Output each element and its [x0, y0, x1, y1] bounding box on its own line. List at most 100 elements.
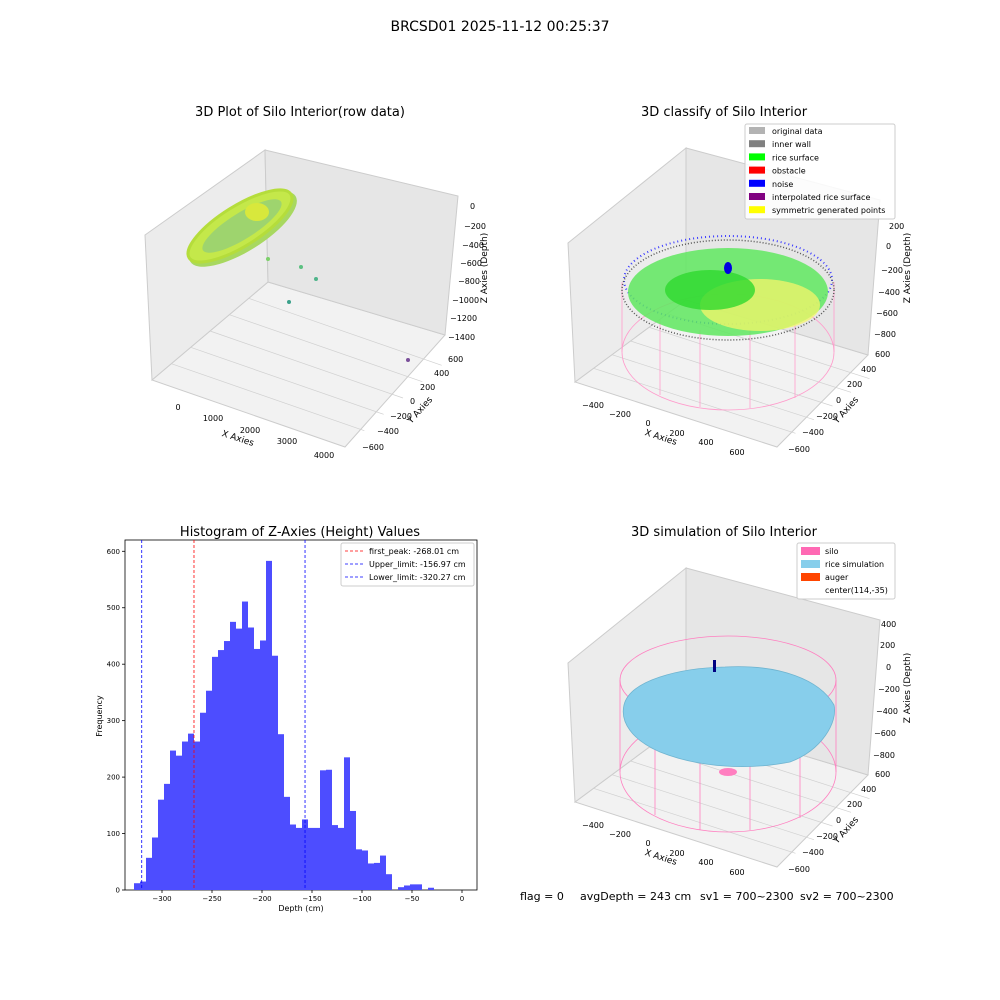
histogram-bar	[176, 755, 182, 890]
x-ticks: −300 −250 −200 −150 −100 −50 0	[152, 890, 464, 903]
z-tick-label: −600	[460, 259, 482, 268]
y-tick-label: 400	[861, 785, 876, 794]
legend-label: center(114,-35)	[825, 586, 888, 595]
histogram-bar	[410, 884, 416, 890]
legend-label: inner wall	[772, 140, 811, 149]
histogram-bar	[368, 863, 374, 890]
histogram-bar	[188, 733, 194, 890]
z-tick-label: −200	[464, 222, 486, 231]
x-tick-label: 400	[698, 858, 713, 867]
histogram-bar	[170, 750, 176, 890]
panel-raw-title: 3D Plot of Silo Interior(row data)	[195, 105, 405, 120]
x-tick-label: −150	[302, 895, 321, 903]
z-tick-label: −1400	[448, 333, 475, 342]
histogram-bar	[362, 850, 368, 890]
z-tick-label: −800	[458, 277, 480, 286]
histogram-bar	[314, 827, 320, 890]
legend-label: Upper_limit: -156.97 cm	[369, 560, 466, 569]
y-tick-label: −200	[390, 412, 412, 421]
raw-outlier-point	[406, 358, 410, 362]
raw-outlier-point	[314, 277, 318, 281]
histogram-bar	[278, 734, 284, 890]
grid-line	[248, 298, 442, 366]
x-tick-label: 200	[669, 429, 684, 438]
panel-histogram: Histogram of Z-Axies (Height) Values −30…	[95, 525, 478, 913]
z-tick-label: −400	[876, 707, 898, 716]
legend: first_peak: -268.01 cm Upper_limit: -156.…	[340, 542, 475, 587]
histogram-bar	[200, 712, 206, 890]
x-tick-label: 200	[669, 849, 684, 858]
y-tick-label: 0	[116, 887, 120, 895]
y-tick-label: 400	[434, 369, 449, 378]
z-tick-label: −1200	[450, 314, 477, 323]
legend-frame	[340, 542, 475, 587]
z-tick-label: 400	[881, 620, 896, 629]
x-tick-label: −400	[582, 401, 604, 410]
auger-marker	[713, 660, 716, 672]
grid-line	[611, 354, 815, 420]
histogram-bar	[284, 796, 290, 890]
legend-swatch	[749, 153, 765, 161]
histogram-bar	[308, 827, 314, 890]
z-tick-label: 0	[470, 202, 475, 211]
y-tick-label: −200	[816, 412, 838, 421]
y-tick-label: 600	[875, 770, 890, 779]
y-ticks: 0 100 200 300 400 500 600	[107, 548, 125, 895]
histogram-bar	[260, 640, 266, 890]
x-tick-label: 4000	[314, 451, 334, 460]
y-tick-label: 600	[107, 548, 120, 556]
y-tick-label: 600	[875, 350, 890, 359]
z-axis-label: Z Axies (Depth)	[480, 233, 490, 304]
z-tick-label: −800	[873, 751, 895, 760]
legend-swatch	[749, 140, 765, 148]
z-tick-label: −200	[878, 685, 900, 694]
x-tick-label: 2000	[240, 426, 260, 435]
histogram-bar	[206, 690, 212, 890]
rice-surface-core	[665, 270, 755, 310]
legend-label: obstacle	[772, 167, 806, 176]
y-tick-label: 200	[420, 383, 435, 392]
grid-line	[630, 760, 833, 827]
x-tick-label: −250	[202, 895, 221, 903]
legend-swatch	[801, 560, 820, 568]
grid-line	[593, 368, 796, 434]
legend-swatch	[749, 206, 765, 214]
panel-simulation-title: 3D simulation of Silo Interior	[631, 525, 818, 540]
histogram-bar	[194, 741, 200, 890]
legend-label: silo	[825, 547, 839, 556]
grid-line	[209, 330, 404, 399]
legend-label: Lower_limit: -320.27 cm	[369, 573, 466, 582]
histogram-bar	[428, 887, 434, 890]
footer-sv2: sv2 = 700~2300	[800, 890, 894, 903]
reference-lines	[141, 540, 306, 890]
histogram-bar	[242, 601, 248, 890]
y-axis-label: Frequency	[95, 695, 104, 737]
legend-frame	[744, 123, 896, 220]
grid-lines	[171, 298, 442, 431]
y-tick-label: 200	[847, 800, 862, 809]
silo-center-marker	[719, 768, 737, 776]
histogram-bar	[182, 741, 188, 890]
legend-swatch	[749, 193, 765, 200]
histogram-bar	[416, 884, 422, 890]
legend-swatch	[749, 127, 765, 134]
legend-label: first_peak: -268.01 cm	[369, 547, 459, 556]
x-tick-label: −200	[609, 830, 631, 839]
y-tick-label: −400	[377, 427, 399, 436]
histogram-bar	[398, 887, 404, 890]
panel-histogram-title: Histogram of Z-Axies (Height) Values	[180, 525, 420, 540]
legend-swatch	[801, 573, 820, 581]
raw-outlier-point	[287, 300, 291, 304]
y-tick-label: 500	[107, 604, 120, 612]
x-tick-label: 0	[645, 419, 650, 428]
x-tick-label: −50	[405, 895, 420, 903]
y-tick-label: 0	[836, 816, 841, 825]
histogram-bar	[356, 849, 362, 890]
panel-classify-title: 3D classify of Silo Interior	[641, 105, 808, 120]
y-tick-label: 200	[107, 774, 120, 782]
x-tick-label: 600	[729, 868, 744, 877]
footer-flag: flag = 0	[520, 890, 564, 903]
z-tick-label: 0	[886, 242, 891, 251]
histogram-bar	[146, 857, 152, 890]
histogram-bar	[338, 827, 344, 890]
